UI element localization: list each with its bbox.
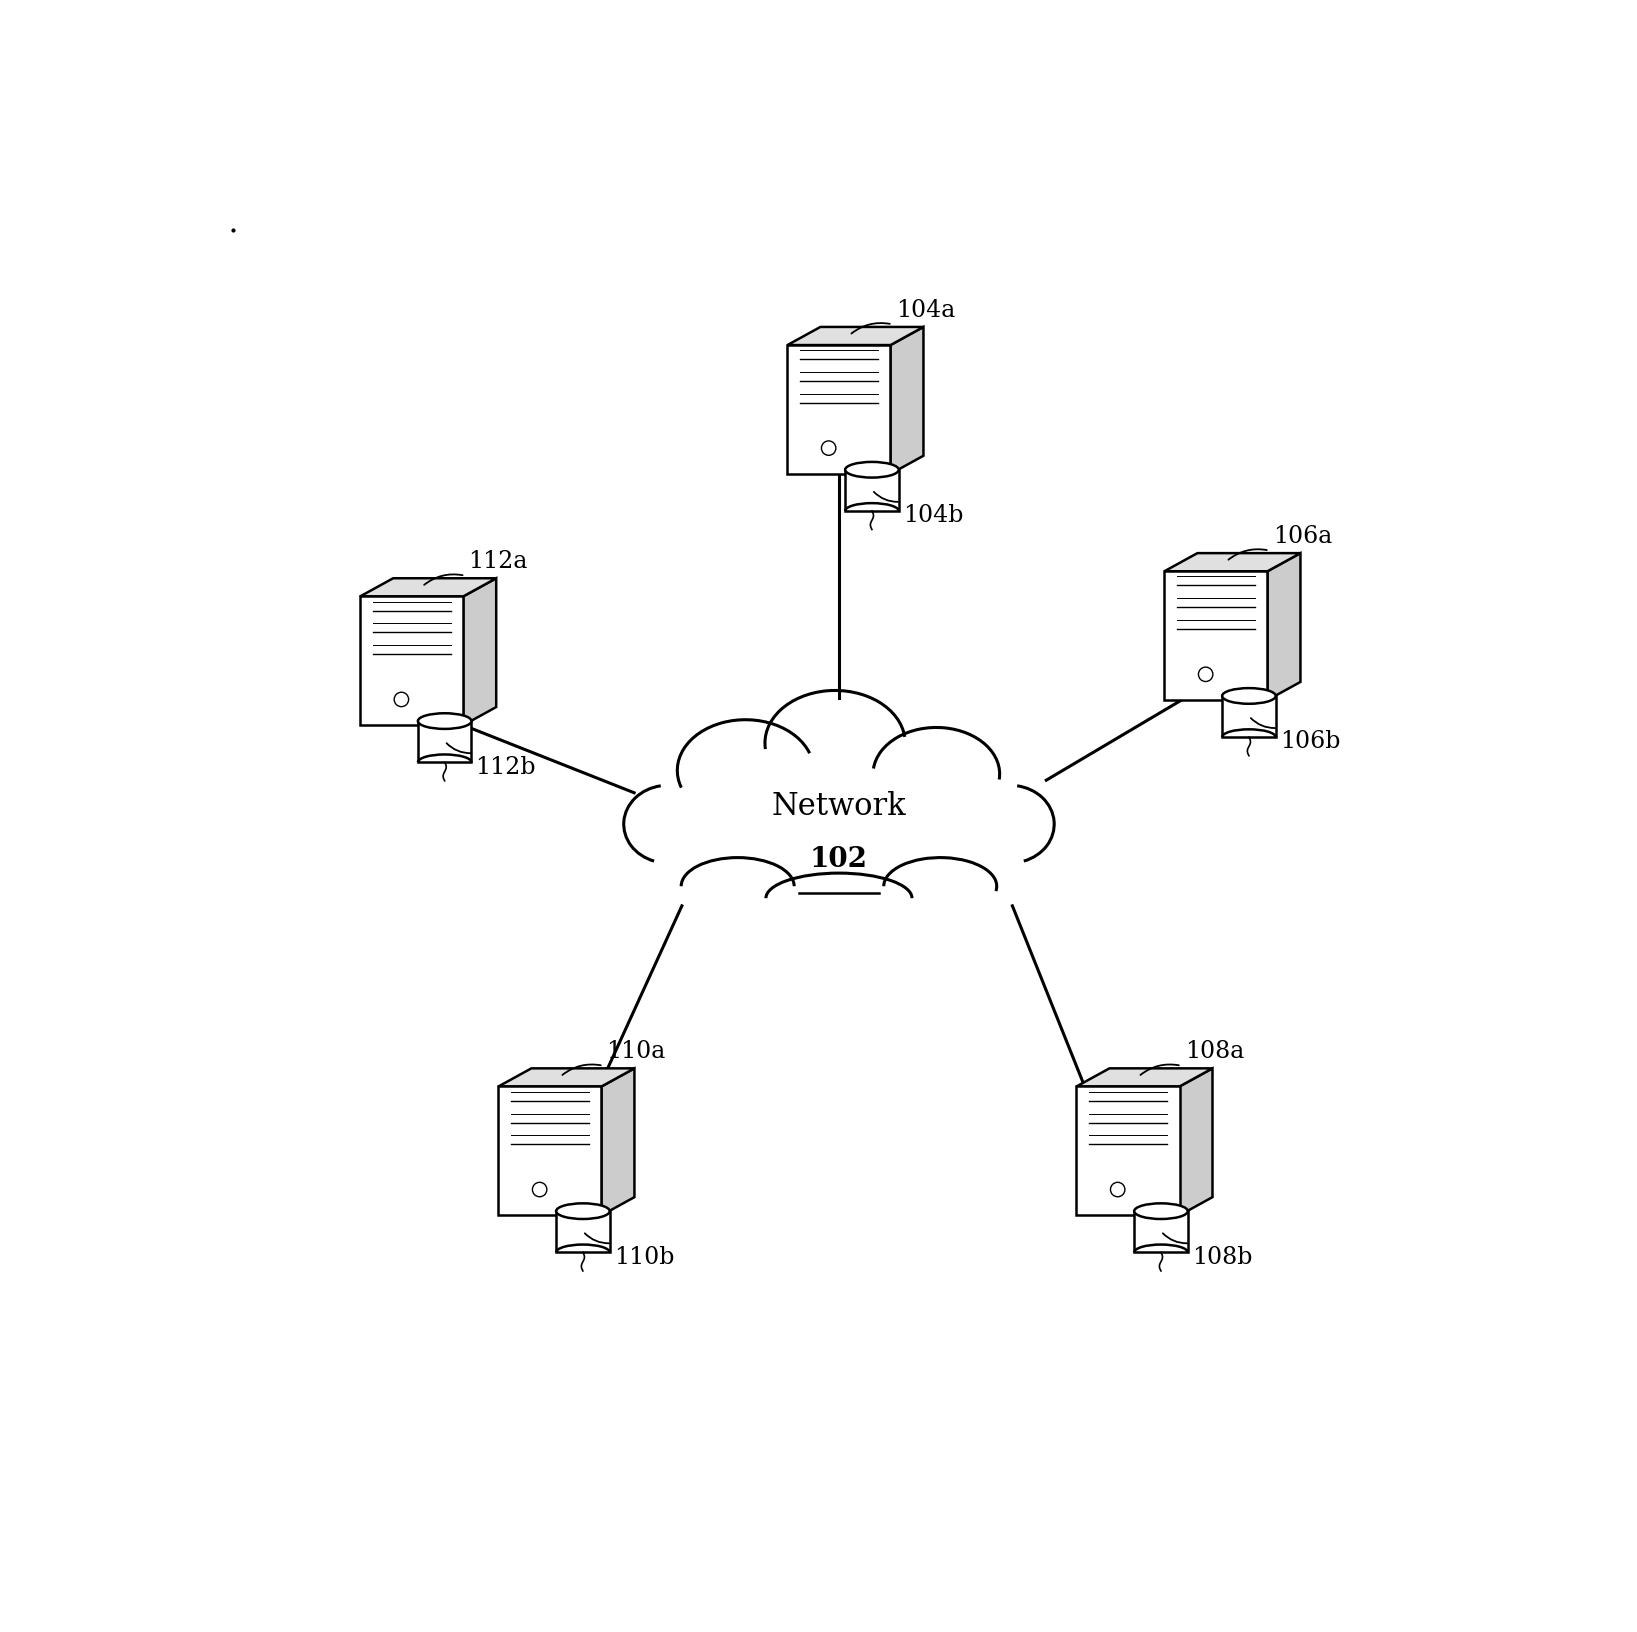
Text: 106b: 106b — [1280, 731, 1341, 754]
Polygon shape — [1134, 1211, 1188, 1252]
FancyArrowPatch shape — [1141, 1064, 1179, 1075]
Polygon shape — [1267, 553, 1300, 700]
Polygon shape — [498, 1087, 601, 1216]
Ellipse shape — [1134, 1203, 1188, 1219]
Ellipse shape — [1223, 689, 1275, 703]
Ellipse shape — [756, 698, 882, 782]
Text: Network: Network — [771, 792, 907, 823]
FancyArrowPatch shape — [563, 1064, 601, 1075]
Polygon shape — [360, 578, 496, 596]
FancyArrowPatch shape — [851, 323, 891, 333]
Ellipse shape — [771, 868, 907, 922]
FancyArrowPatch shape — [447, 743, 471, 754]
Text: 110a: 110a — [607, 1040, 666, 1064]
Circle shape — [1110, 1182, 1125, 1196]
Text: 112b: 112b — [476, 756, 535, 778]
Ellipse shape — [873, 712, 981, 782]
FancyArrowPatch shape — [1251, 718, 1275, 728]
FancyArrowPatch shape — [1162, 1234, 1187, 1244]
Ellipse shape — [417, 713, 471, 730]
Polygon shape — [601, 1069, 635, 1216]
Ellipse shape — [922, 788, 1030, 860]
Text: 108b: 108b — [1192, 1245, 1252, 1268]
Polygon shape — [1077, 1069, 1213, 1087]
Polygon shape — [463, 578, 496, 725]
Text: 104a: 104a — [895, 299, 954, 322]
Polygon shape — [845, 470, 899, 511]
Text: 110b: 110b — [614, 1245, 674, 1268]
Ellipse shape — [702, 854, 820, 914]
Polygon shape — [360, 596, 463, 725]
Polygon shape — [1164, 553, 1300, 571]
Polygon shape — [1180, 1069, 1213, 1216]
Polygon shape — [498, 1069, 635, 1087]
Ellipse shape — [658, 738, 825, 839]
Text: 112a: 112a — [468, 550, 527, 573]
Circle shape — [822, 441, 837, 455]
Ellipse shape — [702, 759, 976, 889]
Ellipse shape — [557, 1203, 609, 1219]
Polygon shape — [1077, 1087, 1180, 1216]
Polygon shape — [417, 721, 471, 762]
Polygon shape — [787, 326, 923, 344]
Ellipse shape — [840, 741, 995, 836]
Polygon shape — [1223, 695, 1275, 738]
Text: 106a: 106a — [1272, 526, 1333, 548]
Ellipse shape — [648, 788, 756, 860]
Circle shape — [532, 1182, 547, 1196]
Text: 108a: 108a — [1185, 1040, 1244, 1064]
FancyArrowPatch shape — [1228, 550, 1267, 560]
Text: 104b: 104b — [904, 504, 963, 527]
FancyArrowPatch shape — [424, 574, 463, 584]
FancyArrowPatch shape — [874, 491, 899, 503]
FancyArrowPatch shape — [584, 1234, 609, 1244]
Polygon shape — [787, 344, 891, 473]
Circle shape — [1198, 667, 1213, 682]
Ellipse shape — [845, 462, 899, 478]
Text: 102: 102 — [810, 847, 868, 873]
Polygon shape — [1164, 571, 1267, 700]
Ellipse shape — [858, 854, 976, 914]
Polygon shape — [557, 1211, 609, 1252]
Polygon shape — [891, 326, 923, 473]
Circle shape — [395, 692, 409, 707]
